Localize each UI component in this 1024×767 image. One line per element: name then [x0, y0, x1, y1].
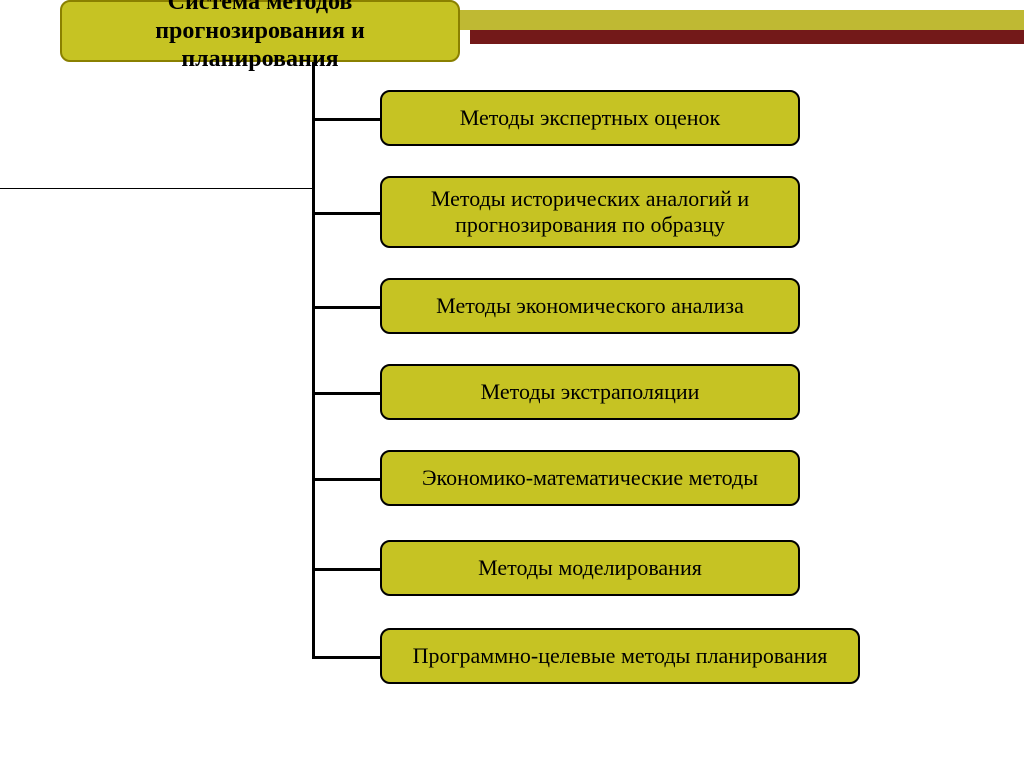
diagram-canvas: Система методов прогнозирования и планир… [0, 0, 1024, 767]
child-node-2: Методы экономического анализа [380, 278, 800, 334]
banner-olive [420, 10, 1024, 30]
child-node-4: Экономико-математические методы [380, 450, 800, 506]
elbow-0 [312, 118, 380, 121]
child-label: Методы экстраполяции [481, 379, 700, 405]
elbow-5 [312, 568, 380, 571]
root-node: Система методов прогнозирования и планир… [60, 0, 460, 62]
elbow-4 [312, 478, 380, 481]
child-node-1: Методы исторических аналогий и прогнозир… [380, 176, 800, 248]
elbow-6 [312, 656, 380, 659]
child-label: Экономико-математические методы [422, 465, 758, 491]
child-label: Методы исторических аналогий и прогнозир… [396, 186, 784, 239]
child-label: Программно-целевые методы планирования [413, 643, 828, 669]
child-node-5: Методы моделирования [380, 540, 800, 596]
child-label: Методы экономического анализа [436, 293, 744, 319]
child-label: Методы моделирования [478, 555, 702, 581]
root-label: Система методов прогнозирования и планир… [76, 0, 444, 74]
child-node-0: Методы экспертных оценок [380, 90, 800, 146]
divider-line [0, 188, 312, 189]
child-node-6: Программно-целевые методы планирования [380, 628, 860, 684]
elbow-3 [312, 392, 380, 395]
elbow-2 [312, 306, 380, 309]
child-node-3: Методы экстраполяции [380, 364, 800, 420]
child-label: Методы экспертных оценок [460, 105, 720, 131]
elbow-1 [312, 212, 380, 215]
